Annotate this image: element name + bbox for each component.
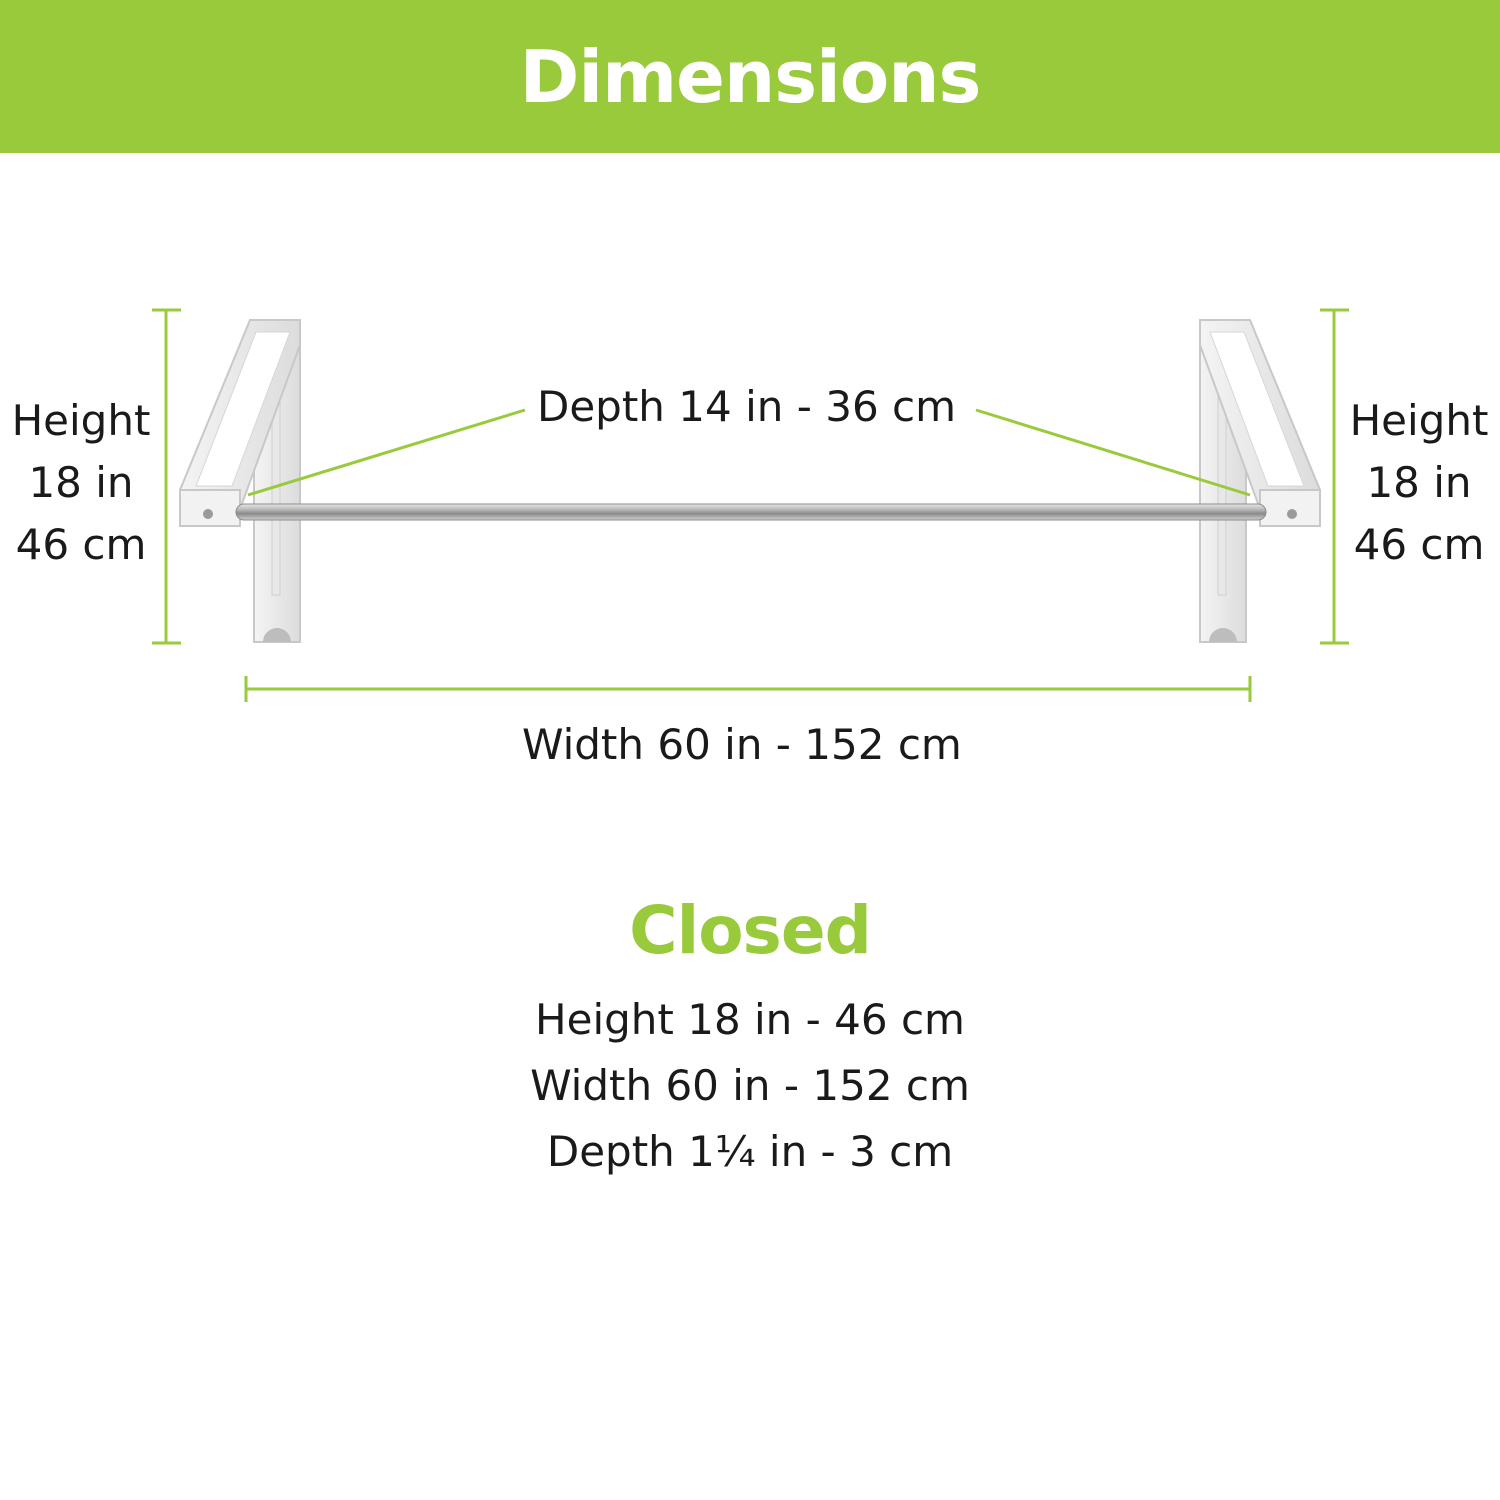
hanging-rod [235,503,1267,521]
left-height-label: Height 18 in 46 cm [0,390,166,576]
left-height-cm: 46 cm [15,520,147,569]
right-bracket [1199,319,1321,643]
closed-width: Width 60 in - 152 cm [530,1061,970,1110]
depth-label: Depth 14 in - 36 cm [537,382,957,431]
page-title: Dimensions [519,34,982,119]
closed-depth: Depth 1¼ in - 3 cm [546,1127,954,1176]
right-height-inches: 18 in [1366,458,1472,507]
right-height-cm: 46 cm [1353,520,1485,569]
left-bracket [179,319,301,643]
right-height-title: Height [1349,396,1489,445]
header-banner: Dimensions [0,0,1500,153]
left-height-inches: 18 in [28,458,134,507]
closed-height: Height 18 in - 46 cm [535,995,965,1044]
depth-leader-lines [247,408,1251,497]
left-height-dimension-line [152,308,181,645]
right-height-label: Height 18 in 46 cm [1334,390,1500,576]
width-label: Width 60 in - 152 cm [522,720,962,769]
right-height-dimension-line [1320,308,1349,645]
closed-title: Closed [629,892,872,969]
left-height-title: Height [11,396,151,445]
width-dimension-line [244,676,1252,702]
